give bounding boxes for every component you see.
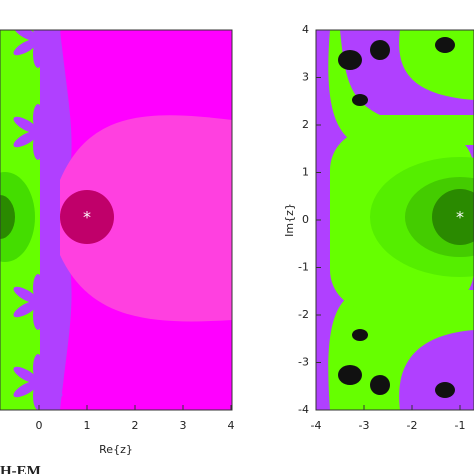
x-tick-label: 2 [132, 419, 139, 432]
y-tick-label: 2 [302, 118, 309, 131]
y-tick-label: 0 [302, 213, 309, 226]
x-tick-label: -4 [311, 419, 322, 432]
y-tick-label: -3 [298, 356, 309, 369]
y-tick-label: -1 [298, 261, 309, 274]
x-tick-label: -3 [359, 419, 370, 432]
x-tick-label: -2 [407, 419, 418, 432]
right-basin-plot: * [316, 30, 474, 410]
y-tick-label: 3 [302, 71, 309, 84]
y-tick-label: -2 [298, 308, 309, 321]
x-tick-label: -1 [455, 419, 466, 432]
y-axis-label: Im{z} [283, 203, 296, 237]
y-tick-label: -4 [298, 403, 309, 416]
caption: H-EM [0, 463, 41, 474]
x-axis-label: Re{z} [99, 443, 133, 456]
y-tick-label: 4 [302, 23, 309, 36]
x-tick-label: 0 [36, 419, 43, 432]
x-tick-label: 1 [84, 419, 91, 432]
svg-text:*: * [83, 208, 91, 227]
y-tick-label: 1 [302, 166, 309, 179]
svg-text:*: * [456, 208, 464, 227]
left-basin-plot: * [0, 30, 232, 410]
x-tick-label: 3 [180, 419, 187, 432]
x-tick-label: 4 [228, 419, 235, 432]
